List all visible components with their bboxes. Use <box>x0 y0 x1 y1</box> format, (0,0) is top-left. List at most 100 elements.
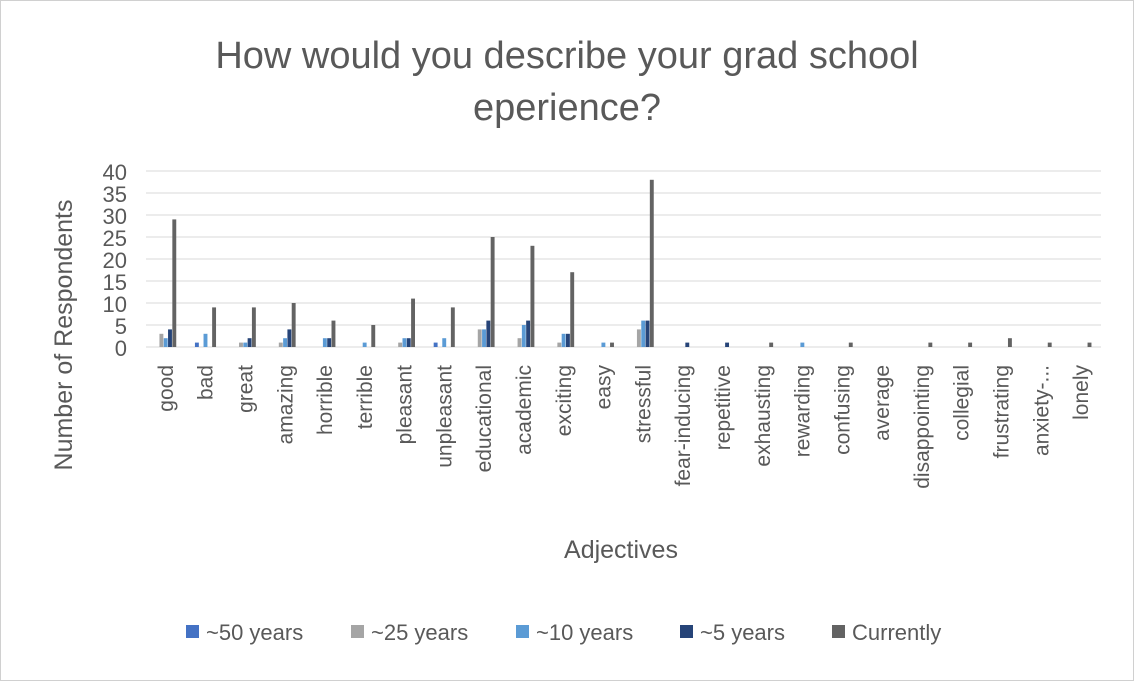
bar <box>636 329 641 347</box>
bar <box>450 307 455 347</box>
x-tick-label: lonely <box>1070 365 1093 420</box>
chart-title: How would you describe your grad school … <box>0 30 1134 134</box>
x-tick-label: horrible <box>314 365 337 435</box>
y-tick-label: 5 <box>115 314 127 339</box>
chart-title-line-1: How would you describe your grad school <box>215 35 919 77</box>
legend-swatch <box>516 625 529 638</box>
y-tick-label: 20 <box>103 248 127 273</box>
bar <box>168 329 172 347</box>
bar <box>800 342 805 347</box>
bar <box>287 329 292 347</box>
legend-label: ~5 years <box>700 620 785 645</box>
bar <box>243 342 248 347</box>
bar <box>641 320 646 347</box>
bar <box>398 342 403 347</box>
bar <box>685 342 690 347</box>
legend-swatch <box>680 625 693 638</box>
bar <box>477 329 482 347</box>
bar <box>283 338 288 347</box>
x-tick-label: unpleasant <box>433 365 456 468</box>
x-tick-label: rewarding <box>792 365 815 457</box>
x-tick-label: frustrating <box>991 365 1014 458</box>
x-tick-label: bad <box>195 365 218 400</box>
bar <box>331 320 336 347</box>
bar <box>442 338 447 347</box>
bar <box>610 342 614 347</box>
bar <box>362 342 367 347</box>
x-tick-label: stressful <box>632 365 655 443</box>
bar <box>172 219 177 347</box>
x-tick-label: exhausting <box>752 365 775 467</box>
x-tick-label: fear-inducing <box>672 365 695 486</box>
x-tick-label: average <box>871 365 894 441</box>
bar <box>159 333 164 347</box>
legend: ~50 years ~25 years ~10 years ~5 years Curre… <box>186 620 941 645</box>
y-tick-label: 15 <box>103 270 127 295</box>
x-tick-label: repetitive <box>712 365 735 450</box>
bar <box>486 320 491 347</box>
x-tick-label: exciting <box>553 365 576 436</box>
chart-title-line-2: eperience? <box>472 87 662 129</box>
bar <box>194 342 199 347</box>
bar <box>521 325 526 347</box>
bar <box>928 342 933 347</box>
bar <box>406 338 411 347</box>
bar <box>251 307 256 347</box>
bar <box>557 342 562 347</box>
bar <box>163 338 168 347</box>
bar <box>402 338 407 347</box>
x-tick-label: disappointing <box>911 365 934 489</box>
bar <box>649 179 654 347</box>
bar <box>601 342 606 347</box>
bar <box>239 342 243 347</box>
bar <box>203 333 208 347</box>
bar <box>247 338 252 347</box>
bar <box>411 298 415 347</box>
bar <box>1047 342 1052 347</box>
x-axis-label: Adjectives <box>564 536 678 564</box>
legend-label: ~25 years <box>371 620 468 645</box>
gridlines <box>146 170 1101 348</box>
x-tick-label: academic <box>513 365 536 455</box>
bar <box>725 342 730 347</box>
y-tick-label: 40 <box>103 160 127 185</box>
bar <box>530 245 535 347</box>
bar <box>848 342 853 347</box>
bar <box>570 272 575 347</box>
y-tick-label: 25 <box>103 226 127 251</box>
y-tick-label: 35 <box>103 182 127 207</box>
legend-swatch <box>351 625 364 638</box>
bar <box>490 237 495 347</box>
bar <box>769 342 774 347</box>
bar <box>278 342 283 347</box>
legend-label: ~50 years <box>206 620 303 645</box>
y-tick-label: 10 <box>103 292 127 317</box>
bar <box>1087 342 1092 347</box>
x-tick-label: good <box>155 365 178 412</box>
legend-label: Currently <box>852 620 941 645</box>
bar <box>517 338 522 347</box>
bar <box>968 342 973 347</box>
x-tick-label: terrible <box>354 365 377 429</box>
bar <box>1007 338 1012 347</box>
y-tick-label: 30 <box>103 204 127 229</box>
x-tick-label: educational <box>473 365 496 472</box>
bar <box>371 325 376 347</box>
bar <box>526 320 531 347</box>
bar <box>561 333 566 347</box>
x-tick-label: confusing <box>831 365 854 455</box>
x-tick-label: anxiety-... <box>1030 365 1053 456</box>
x-tick-label: easy <box>593 365 616 410</box>
legend-label: ~10 years <box>536 620 633 645</box>
bar <box>433 342 438 347</box>
x-tick-label: great <box>234 365 257 413</box>
y-axis-label: Number of Respondents <box>50 200 78 471</box>
y-tick-label: 0 <box>115 336 127 361</box>
x-tick-label: amazing <box>274 365 297 444</box>
legend-swatch <box>186 625 199 638</box>
x-tick-label: collegial <box>951 365 974 441</box>
x-tick-label: pleasant <box>394 365 417 445</box>
bar <box>565 333 570 347</box>
